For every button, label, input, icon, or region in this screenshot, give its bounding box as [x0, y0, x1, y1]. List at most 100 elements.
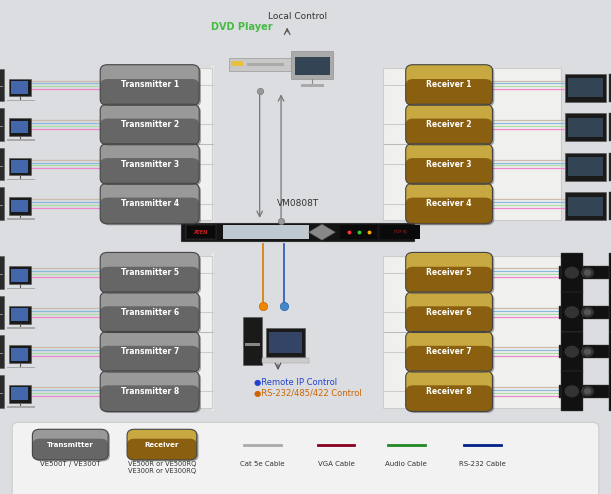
FancyBboxPatch shape	[565, 193, 606, 220]
FancyBboxPatch shape	[192, 224, 194, 240]
FancyBboxPatch shape	[406, 292, 492, 318]
FancyBboxPatch shape	[408, 254, 494, 294]
Text: Receiver 3: Receiver 3	[426, 160, 472, 168]
FancyBboxPatch shape	[211, 253, 214, 411]
FancyBboxPatch shape	[406, 252, 492, 279]
FancyBboxPatch shape	[32, 429, 108, 451]
Text: DVD Player: DVD Player	[211, 22, 272, 32]
Circle shape	[585, 310, 590, 315]
FancyBboxPatch shape	[561, 253, 582, 292]
Circle shape	[585, 270, 590, 275]
FancyBboxPatch shape	[560, 345, 611, 359]
Text: Cat 5e Cable: Cat 5e Cable	[241, 461, 285, 467]
Text: Transmitter 6: Transmitter 6	[120, 308, 179, 317]
FancyBboxPatch shape	[406, 371, 492, 397]
FancyBboxPatch shape	[406, 119, 492, 145]
FancyBboxPatch shape	[408, 145, 494, 186]
FancyBboxPatch shape	[406, 198, 492, 224]
Text: Receiver 2: Receiver 2	[426, 120, 472, 129]
FancyBboxPatch shape	[266, 328, 306, 357]
FancyBboxPatch shape	[7, 139, 35, 141]
FancyBboxPatch shape	[0, 187, 4, 220]
Text: ●RS-232/485/422 Control: ●RS-232/485/422 Control	[254, 389, 361, 398]
FancyBboxPatch shape	[0, 393, 3, 394]
Text: Transmitter 5: Transmitter 5	[121, 268, 178, 277]
FancyBboxPatch shape	[609, 114, 611, 141]
Text: VGA Cable: VGA Cable	[318, 461, 354, 467]
Text: VM0808T: VM0808T	[276, 200, 319, 208]
FancyBboxPatch shape	[609, 332, 611, 372]
FancyBboxPatch shape	[100, 65, 199, 91]
FancyBboxPatch shape	[11, 308, 28, 321]
Text: ATEN: ATEN	[194, 230, 208, 235]
FancyBboxPatch shape	[568, 118, 602, 137]
Circle shape	[582, 268, 593, 277]
Text: Receiver 8: Receiver 8	[426, 387, 472, 396]
FancyBboxPatch shape	[196, 224, 197, 240]
FancyBboxPatch shape	[0, 274, 3, 275]
FancyBboxPatch shape	[7, 406, 35, 408]
Text: Transmitter 1: Transmitter 1	[120, 81, 179, 89]
FancyBboxPatch shape	[9, 266, 31, 284]
FancyBboxPatch shape	[100, 198, 199, 224]
FancyBboxPatch shape	[0, 314, 3, 315]
FancyBboxPatch shape	[102, 254, 201, 294]
FancyBboxPatch shape	[245, 343, 260, 346]
FancyBboxPatch shape	[11, 121, 28, 133]
FancyBboxPatch shape	[0, 205, 3, 206]
FancyBboxPatch shape	[9, 118, 31, 136]
FancyBboxPatch shape	[181, 223, 414, 241]
FancyBboxPatch shape	[609, 74, 611, 102]
FancyBboxPatch shape	[7, 179, 35, 180]
FancyBboxPatch shape	[100, 144, 199, 170]
Circle shape	[565, 307, 579, 318]
FancyBboxPatch shape	[7, 218, 35, 220]
Text: Transmitter 8: Transmitter 8	[120, 387, 179, 396]
FancyBboxPatch shape	[243, 317, 262, 365]
FancyBboxPatch shape	[565, 114, 606, 141]
Text: Local Control: Local Control	[268, 12, 327, 21]
FancyBboxPatch shape	[406, 65, 492, 91]
FancyBboxPatch shape	[406, 183, 492, 209]
FancyBboxPatch shape	[0, 165, 3, 166]
Text: Transmitter 7: Transmitter 7	[120, 347, 179, 356]
FancyBboxPatch shape	[561, 292, 582, 332]
FancyBboxPatch shape	[7, 100, 35, 101]
FancyBboxPatch shape	[229, 58, 303, 71]
FancyBboxPatch shape	[0, 375, 4, 408]
Text: Transmitter 3: Transmitter 3	[120, 160, 179, 168]
FancyBboxPatch shape	[295, 57, 330, 76]
FancyBboxPatch shape	[11, 160, 28, 173]
FancyBboxPatch shape	[262, 358, 309, 363]
FancyBboxPatch shape	[609, 193, 611, 220]
FancyBboxPatch shape	[291, 51, 333, 79]
Circle shape	[582, 347, 593, 356]
FancyBboxPatch shape	[207, 224, 208, 240]
FancyBboxPatch shape	[609, 253, 611, 292]
FancyBboxPatch shape	[100, 79, 199, 105]
FancyBboxPatch shape	[406, 267, 492, 293]
FancyBboxPatch shape	[127, 439, 197, 460]
Text: Receiver 5: Receiver 5	[426, 268, 472, 277]
FancyBboxPatch shape	[102, 333, 201, 373]
FancyBboxPatch shape	[210, 224, 212, 240]
FancyBboxPatch shape	[301, 84, 324, 87]
FancyBboxPatch shape	[340, 225, 377, 239]
FancyBboxPatch shape	[269, 332, 302, 353]
Circle shape	[582, 308, 593, 317]
FancyBboxPatch shape	[247, 63, 284, 66]
FancyBboxPatch shape	[102, 106, 201, 146]
FancyBboxPatch shape	[609, 153, 611, 181]
FancyBboxPatch shape	[11, 269, 28, 282]
FancyBboxPatch shape	[609, 371, 611, 411]
FancyBboxPatch shape	[408, 372, 494, 413]
Text: IT·2F·91: IT·2F·91	[393, 230, 408, 234]
FancyBboxPatch shape	[408, 66, 494, 107]
FancyBboxPatch shape	[568, 157, 602, 176]
FancyBboxPatch shape	[561, 371, 582, 411]
FancyBboxPatch shape	[0, 353, 3, 354]
FancyBboxPatch shape	[561, 332, 582, 372]
Text: VE500R or VE500RQ
VE300R or VE300RQ: VE500R or VE500RQ VE300R or VE300RQ	[128, 461, 196, 474]
FancyBboxPatch shape	[9, 385, 31, 403]
Polygon shape	[309, 224, 335, 240]
